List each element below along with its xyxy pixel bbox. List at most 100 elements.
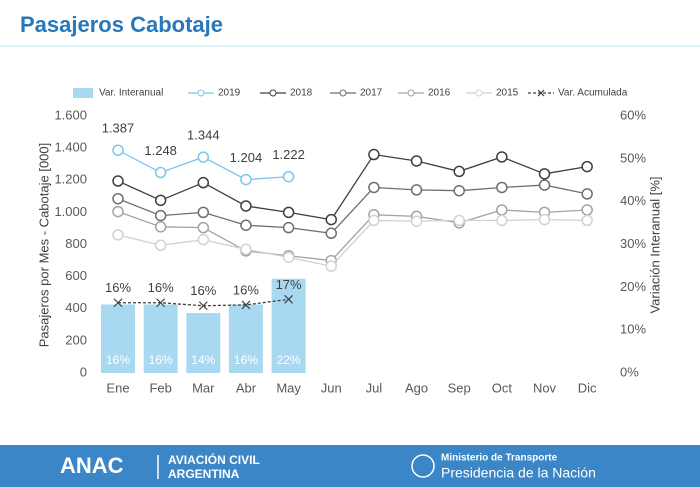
legend-marker — [197, 89, 205, 97]
marker — [197, 176, 210, 189]
x-tick-label: Jun — [321, 380, 342, 395]
marker — [282, 170, 295, 183]
data-label: 16% — [190, 283, 216, 298]
marker — [581, 204, 593, 216]
x-tick-label: Ene — [106, 380, 129, 395]
bar-label: 16% — [149, 353, 173, 367]
marker — [325, 260, 337, 272]
data-label: 1.387 — [102, 121, 135, 136]
marker — [240, 173, 252, 186]
x-tick-label: Oct — [492, 380, 513, 395]
legend-marker — [407, 89, 415, 97]
y2-tick-label: 30% — [620, 236, 646, 251]
marker — [113, 298, 123, 308]
y2-axis-label: Variación Interanual [%] — [647, 176, 662, 313]
legend-label: Var. Interanual — [99, 88, 163, 99]
x-tick-label: Jul — [366, 380, 383, 395]
marker — [581, 214, 593, 227]
x-tick-label: Sep — [448, 380, 471, 395]
marker — [368, 148, 380, 161]
x-tick-label: Nov — [533, 380, 557, 395]
marker — [112, 229, 124, 241]
legend-label: 2015 — [496, 88, 519, 99]
marker — [154, 221, 167, 233]
bar-label: 16% — [106, 353, 130, 367]
marker — [197, 151, 210, 163]
legend-label: Var. Acumulada — [558, 88, 628, 99]
legend-label: 2017 — [360, 88, 383, 99]
legend-swatch — [73, 88, 93, 98]
marker — [197, 221, 210, 234]
y2-tick-label: 40% — [620, 193, 646, 208]
series-line — [117, 209, 588, 262]
marker — [325, 213, 337, 226]
y-tick-label: 1.400 — [54, 140, 87, 155]
x-tick-label: Abr — [236, 380, 257, 395]
y-tick-label: 400 — [65, 300, 87, 315]
marker — [240, 243, 252, 256]
marker — [156, 298, 166, 308]
y2-tick-label: 60% — [620, 107, 646, 122]
footer-emblem — [411, 454, 435, 478]
x-tick-label: Mar — [192, 380, 215, 395]
marker — [154, 239, 167, 252]
marker — [282, 206, 295, 219]
y-tick-label: 600 — [65, 268, 87, 283]
marker — [241, 300, 251, 310]
y-tick-label: 1.000 — [54, 204, 87, 219]
data-label: 16% — [105, 280, 131, 295]
y2-tick-label: 10% — [620, 322, 646, 337]
legend-label: 2019 — [218, 88, 241, 99]
marker — [496, 181, 508, 194]
marker — [112, 192, 124, 205]
marker — [453, 165, 465, 178]
bar-label: 14% — [191, 353, 215, 367]
marker — [198, 301, 208, 311]
marker — [112, 205, 124, 218]
marker — [410, 215, 423, 227]
y2-tick-label: 0% — [620, 364, 639, 379]
marker — [197, 206, 210, 219]
marker — [240, 219, 252, 231]
data-label: 17% — [276, 277, 302, 292]
marker — [240, 200, 252, 212]
marker — [197, 233, 210, 246]
data-label: 1.222 — [272, 147, 305, 162]
marker — [410, 155, 423, 167]
x-tick-label: Ago — [405, 380, 428, 395]
marker — [538, 168, 551, 180]
footer-presidency: Presidencia de la Nación — [441, 465, 596, 481]
bar — [101, 304, 135, 373]
footer-org: AVIACIÓN CIVIL — [168, 452, 260, 467]
marker — [496, 151, 508, 163]
footer-ministry: Ministerio de Transporte — [441, 453, 558, 464]
y-tick-label: 0 — [80, 364, 87, 379]
legend-marker — [269, 89, 277, 97]
marker — [282, 221, 295, 234]
series-line — [117, 184, 588, 234]
marker — [410, 184, 423, 196]
data-label: 16% — [148, 280, 174, 295]
y-tick-label: 800 — [65, 236, 87, 251]
marker — [581, 160, 593, 173]
marker — [538, 179, 551, 191]
bar — [186, 313, 221, 373]
bar-label: 22% — [277, 353, 301, 367]
data-label: 16% — [233, 282, 259, 297]
marker — [282, 251, 295, 264]
bar — [271, 278, 306, 373]
data-label: 1.248 — [144, 143, 177, 158]
data-label: 1.204 — [230, 150, 263, 165]
chart: 0 200 400 600 800 1.000 1.200 1.400 1.600 0% 10% 20… — [36, 88, 662, 396]
y2-tick-label: 20% — [620, 279, 646, 294]
slide-title: Pasajeros Cabotaje — [20, 12, 223, 37]
legend-marker — [537, 89, 545, 97]
marker — [154, 166, 167, 179]
marker — [453, 184, 465, 197]
y-tick-label: 1.600 — [54, 107, 87, 122]
marker — [581, 188, 593, 200]
marker — [154, 194, 167, 207]
bar — [143, 304, 178, 373]
marker — [368, 181, 380, 194]
